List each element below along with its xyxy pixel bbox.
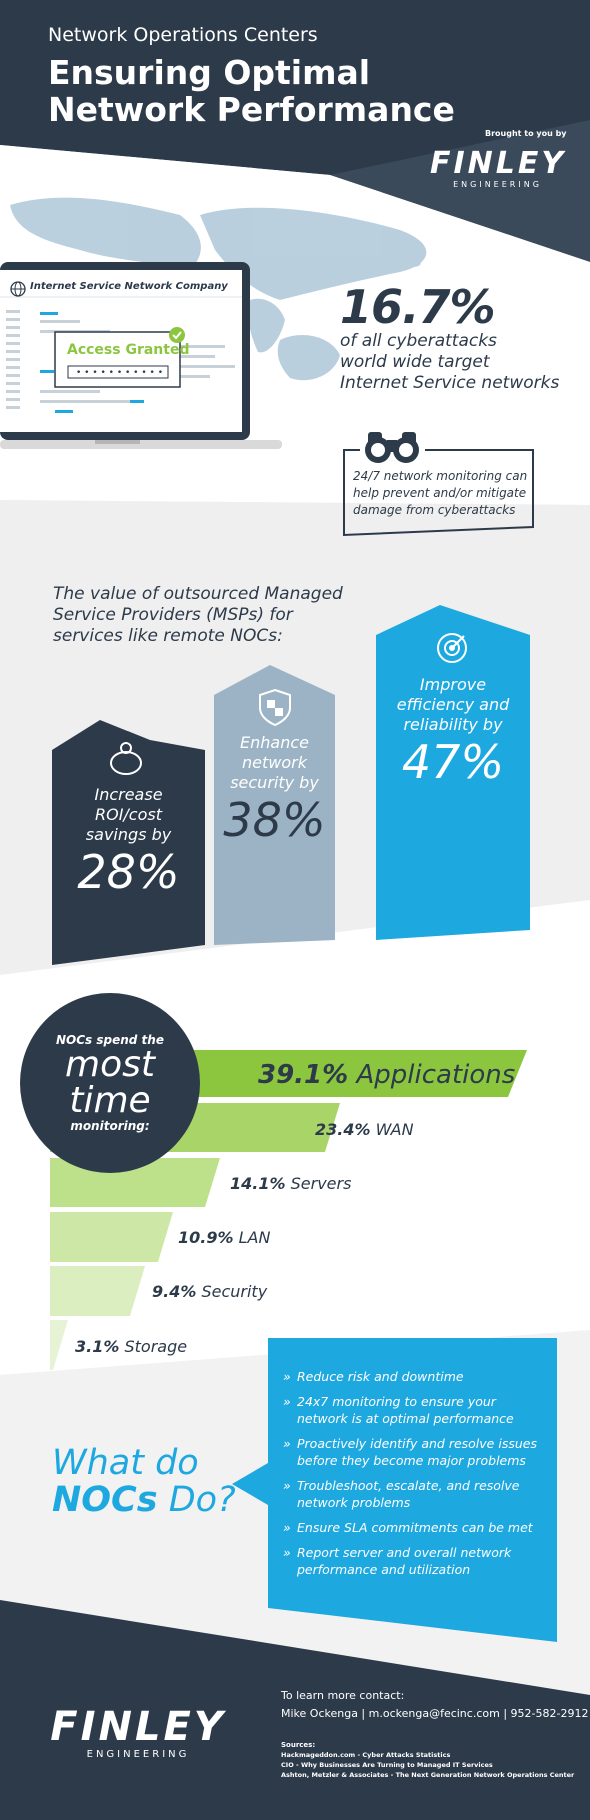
source-item: Hackmageddon.com - Cyber Attacks Statist… [281,1751,451,1759]
col-label-1: Enhance [240,733,309,752]
bar-pct: 14.1% [230,1174,286,1193]
access-granted-label: Access Granted [67,342,190,358]
bar-pct: 9.4% [152,1282,197,1301]
footer-finley-logo: FINLEY ENGINEERING [48,1705,228,1760]
bar-label-wan: 23.4% WAN [315,1120,414,1139]
col-pct: 28% [77,845,180,899]
bar-name: WAN [375,1120,414,1139]
noc-bar [160,1050,527,1097]
stat-line-1: of all cyberattacks [340,331,497,351]
logo-sub: ENGINEERING [86,1749,190,1760]
logo-word: FINLEY [430,146,567,181]
bar-label-applications: 39.1% Applications [258,1060,515,1090]
brought-by-label: Brought to you by [485,129,567,138]
cyberattack-stat: 16.7% [340,280,496,334]
finley-logo: FINLEY ENGINEERING [430,146,567,190]
msp-col-efficiency: Improve efficiency and reliability by 47… [376,675,530,789]
contact-line: Mike Ockenga | m.ockenga@fecinc.com | 95… [281,1707,589,1720]
binoculars-icon [365,432,419,463]
sources-heading: Sources: [281,1741,316,1749]
bar-name: Servers [290,1174,352,1193]
list-item: Troubleshoot, escalate, and resolve netw… [283,1477,545,1511]
msp-intro: The value of outsourced Managed Service … [53,584,343,646]
what-line-1: What do [52,1443,199,1483]
header-kicker: Network Operations Centers [48,24,318,46]
contact-heading: To learn more contact: [281,1689,405,1702]
noc-line-4: monitoring: [70,1119,150,1133]
msp-col-roi: Increase ROI/cost savings by 28% [52,785,205,899]
laptop-company-label: Internet Service Network Company [30,281,228,292]
msp-col-security: Enhance network security by 38% [214,733,335,847]
source-item: Ashton, Metzler & Associates - The Next … [281,1771,575,1779]
noc-duties-list: Reduce risk and downtime 24x7 monitoring… [283,1368,545,1586]
col-label-1: Increase [94,785,163,804]
piggy-bank-icon [110,742,142,775]
laptop-illustration: • • • • • • • • • • • [0,262,282,449]
col-pct: 47% [401,735,505,789]
what-do-heading: What do NOCs Do? [52,1445,236,1519]
list-item: Proactively identify and resolve issues … [283,1435,545,1469]
noc-line-1: NOCs spend the [56,1033,164,1047]
bar-pct: 10.9% [178,1228,234,1247]
monitoring-text: 24/7 network monitoring can help prevent… [353,469,528,517]
bar-name: LAN [238,1228,271,1247]
bar-label-servers: 14.1% Servers [230,1174,351,1193]
noc-line-3: time [69,1080,151,1121]
page-title: Ensuring Optimal Network Performance [48,53,455,129]
bar-pct: 3.1% [75,1337,120,1356]
shield-icon [259,688,291,727]
col-label-3: reliability by [403,715,503,734]
list-item: 24x7 monitoring to ensure your network i… [283,1393,545,1427]
bar-label-security: 9.4% Security [152,1282,267,1301]
logo-sub: ENGINEERING [453,180,542,189]
what-bold: NOCs [52,1480,158,1520]
list-item: Ensure SLA commitments can be met [283,1519,545,1536]
bar-pct: 39.1% [258,1060,349,1090]
logo-word: FINLEY [50,1704,226,1750]
list-item: Reduce risk and downtime [283,1368,545,1385]
svg-text:• • • • • • • • • • •: • • • • • • • • • • • [76,368,163,378]
bar-name: Applications [356,1060,516,1090]
col-pct: 38% [223,793,326,847]
source-item: CIO - Why Businesses Are Turning to Mana… [281,1761,493,1769]
noc-bar [50,1266,145,1316]
list-item: Report server and overall network perfor… [283,1544,545,1578]
target-icon [437,633,467,663]
col-label-1: Improve [419,675,487,694]
col-label-3: savings by [85,825,172,844]
world-map-icon [10,197,427,381]
noc-bar [50,1212,173,1262]
stat-line-2: world wide target [340,352,490,372]
bar-name: Security [201,1282,268,1301]
noc-circle [20,993,200,1173]
what-rest: Do? [157,1480,236,1520]
cyberattack-desc: of all cyberattacks world wide target In… [340,331,560,394]
col-label-2: network [242,753,307,772]
bar-name: Storage [124,1337,188,1356]
bar-pct: 23.4% [315,1120,371,1139]
col-label-3: security by [230,773,319,792]
col-label-2: efficiency and [396,695,510,714]
bar-label-storage: 3.1% Storage [75,1337,187,1356]
bar-label-lan: 10.9% LAN [178,1228,270,1247]
noc-bar [50,1320,68,1370]
noc-heading: NOCs spend the most time monitoring: [22,1033,198,1133]
stat-line-3: Internet Service networks [340,373,560,393]
noc-line-2: most [65,1044,155,1085]
col-label-2: ROI/cost [94,805,162,824]
